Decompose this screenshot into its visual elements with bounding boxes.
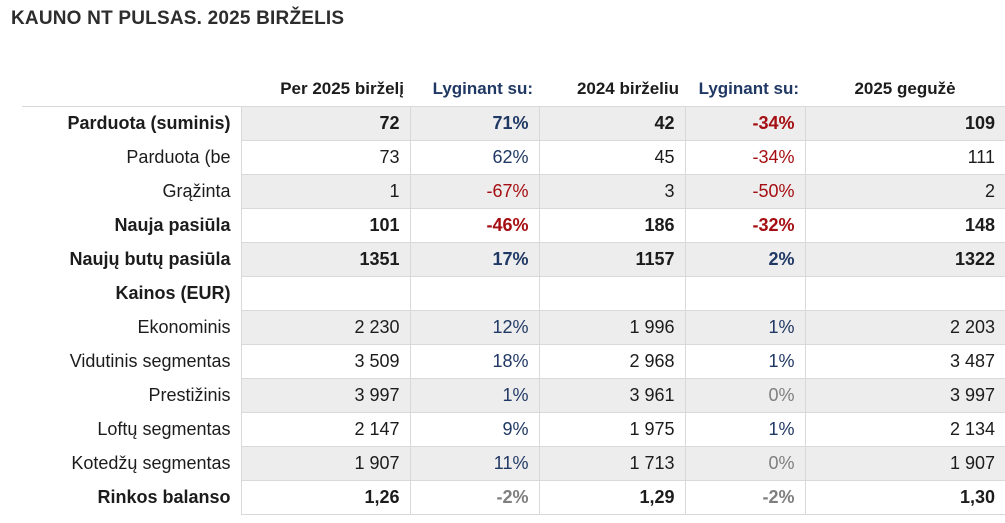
table-row: Grąžinta 1 -67% 3 -50% 2 — [22, 174, 1005, 209]
value-prev-year: 1157 — [538, 242, 686, 277]
value-current: 1 907 — [240, 446, 411, 481]
row-label: Loftų segmentas — [22, 412, 242, 447]
change-vs-month: -34% — [684, 106, 806, 141]
change-vs-month: 2% — [684, 242, 806, 277]
value-prev-month: 109 — [804, 106, 1005, 141]
value-prev-month: 2 134 — [804, 412, 1005, 447]
value-prev-year: 3 — [538, 174, 686, 209]
value-current: 73 — [240, 140, 411, 175]
change-vs-year: -2% — [409, 480, 540, 515]
change-vs-month: 1% — [684, 412, 806, 447]
change-vs-month — [684, 276, 806, 311]
header-compare-1: Lyginant su: — [410, 72, 539, 107]
value-prev-year: 3 961 — [538, 378, 686, 413]
value-prev-month: 3 997 — [804, 378, 1005, 413]
change-vs-year: 18% — [409, 344, 540, 379]
table-row: Kotedžų segmentas 1 907 11% 1 713 0% 1 907 — [22, 446, 1005, 481]
value-current: 3 997 — [240, 378, 411, 413]
change-vs-month: -32% — [684, 208, 806, 243]
table-row: Ekonominis 2 230 12% 1 996 1% 2 203 — [22, 310, 1005, 345]
row-label: Parduota (be — [22, 140, 242, 175]
value-current: 1351 — [240, 242, 411, 277]
value-prev-year — [538, 276, 686, 311]
change-vs-year: 62% — [409, 140, 540, 175]
change-vs-month: 1% — [684, 310, 806, 345]
table-row: Parduota (be 73 62% 45 -34% 111 — [22, 140, 1005, 175]
change-vs-month: -50% — [684, 174, 806, 209]
table-row: Loftų segmentas 2 147 9% 1 975 1% 2 134 — [22, 412, 1005, 447]
value-prev-year: 186 — [538, 208, 686, 243]
value-prev-month: 3 487 — [804, 344, 1005, 379]
value-current: 2 147 — [240, 412, 411, 447]
row-label: Kotedžų segmentas — [22, 446, 242, 481]
change-vs-year: 9% — [409, 412, 540, 447]
header-prev-year: 2024 birželiu — [539, 72, 685, 107]
value-prev-year: 1 996 — [538, 310, 686, 345]
row-label: Vidutinis segmentas — [22, 344, 242, 379]
header-prev-month: 2025 gegužė — [805, 72, 1005, 107]
row-label: Ekonominis — [22, 310, 242, 345]
change-vs-month: -2% — [684, 480, 806, 515]
row-label: Naujų butų pasiūla — [22, 242, 242, 277]
value-current: 1,26 — [240, 480, 411, 515]
table-row: Naujų butų pasiūla 1351 17% 1157 2% 1322 — [22, 242, 1005, 277]
value-prev-year: 45 — [538, 140, 686, 175]
table-row: Prestižinis 3 997 1% 3 961 0% 3 997 — [22, 378, 1005, 413]
header-compare-2: Lyginant su: — [685, 72, 805, 107]
value-current: 2 230 — [240, 310, 411, 345]
change-vs-year: 11% — [409, 446, 540, 481]
row-label: Parduota (suminis) — [22, 106, 242, 141]
table-row: Kainos (EUR) — [22, 276, 1005, 311]
row-label: Prestižinis — [22, 378, 242, 413]
row-label: Rinkos balanso — [22, 480, 242, 515]
change-vs-year: -67% — [409, 174, 540, 209]
value-prev-year: 1 713 — [538, 446, 686, 481]
value-prev-year: 42 — [538, 106, 686, 141]
change-vs-month: 0% — [684, 446, 806, 481]
value-current: 101 — [240, 208, 411, 243]
page-title: KAUNO NT PULSAS. 2025 BIRŽELIS — [11, 8, 345, 29]
value-prev-month: 1 907 — [804, 446, 1005, 481]
value-prev-month: 1322 — [804, 242, 1005, 277]
change-vs-year: 12% — [409, 310, 540, 345]
market-pulse-table: Per 2025 birželį Lyginant su: 2024 birže… — [22, 72, 1005, 515]
table-row: Rinkos balanso 1,26 -2% 1,29 -2% 1,30 — [22, 480, 1005, 515]
row-label: Nauja pasiūla — [22, 208, 242, 243]
change-vs-year — [409, 276, 540, 311]
header-period: Per 2025 birželį — [241, 72, 410, 107]
value-prev-month: 2 — [804, 174, 1005, 209]
change-vs-month: 1% — [684, 344, 806, 379]
value-prev-month: 111 — [804, 140, 1005, 175]
header-label — [22, 72, 241, 107]
value-prev-month: 148 — [804, 208, 1005, 243]
table-row: Vidutinis segmentas 3 509 18% 2 968 1% 3 487 — [22, 344, 1005, 379]
change-vs-month: -34% — [684, 140, 806, 175]
table-row: Parduota (suminis) 72 71% 42 -34% 109 — [22, 106, 1005, 141]
value-prev-month: 2 203 — [804, 310, 1005, 345]
value-prev-month: 1,30 — [804, 480, 1005, 515]
value-prev-year: 2 968 — [538, 344, 686, 379]
value-current: 1 — [240, 174, 411, 209]
value-current — [240, 276, 411, 311]
row-label: Grąžinta — [22, 174, 242, 209]
change-vs-year: -46% — [409, 208, 540, 243]
table-row: Nauja pasiūla 101 -46% 186 -32% 148 — [22, 208, 1005, 243]
change-vs-month: 0% — [684, 378, 806, 413]
change-vs-year: 17% — [409, 242, 540, 277]
value-current: 72 — [240, 106, 411, 141]
row-label: Kainos (EUR) — [22, 276, 242, 311]
value-prev-year: 1,29 — [538, 480, 686, 515]
change-vs-year: 71% — [409, 106, 540, 141]
header-row: Per 2025 birželį Lyginant su: 2024 birže… — [22, 72, 1005, 107]
value-current: 3 509 — [240, 344, 411, 379]
change-vs-year: 1% — [409, 378, 540, 413]
value-prev-month — [804, 276, 1005, 311]
value-prev-year: 1 975 — [538, 412, 686, 447]
